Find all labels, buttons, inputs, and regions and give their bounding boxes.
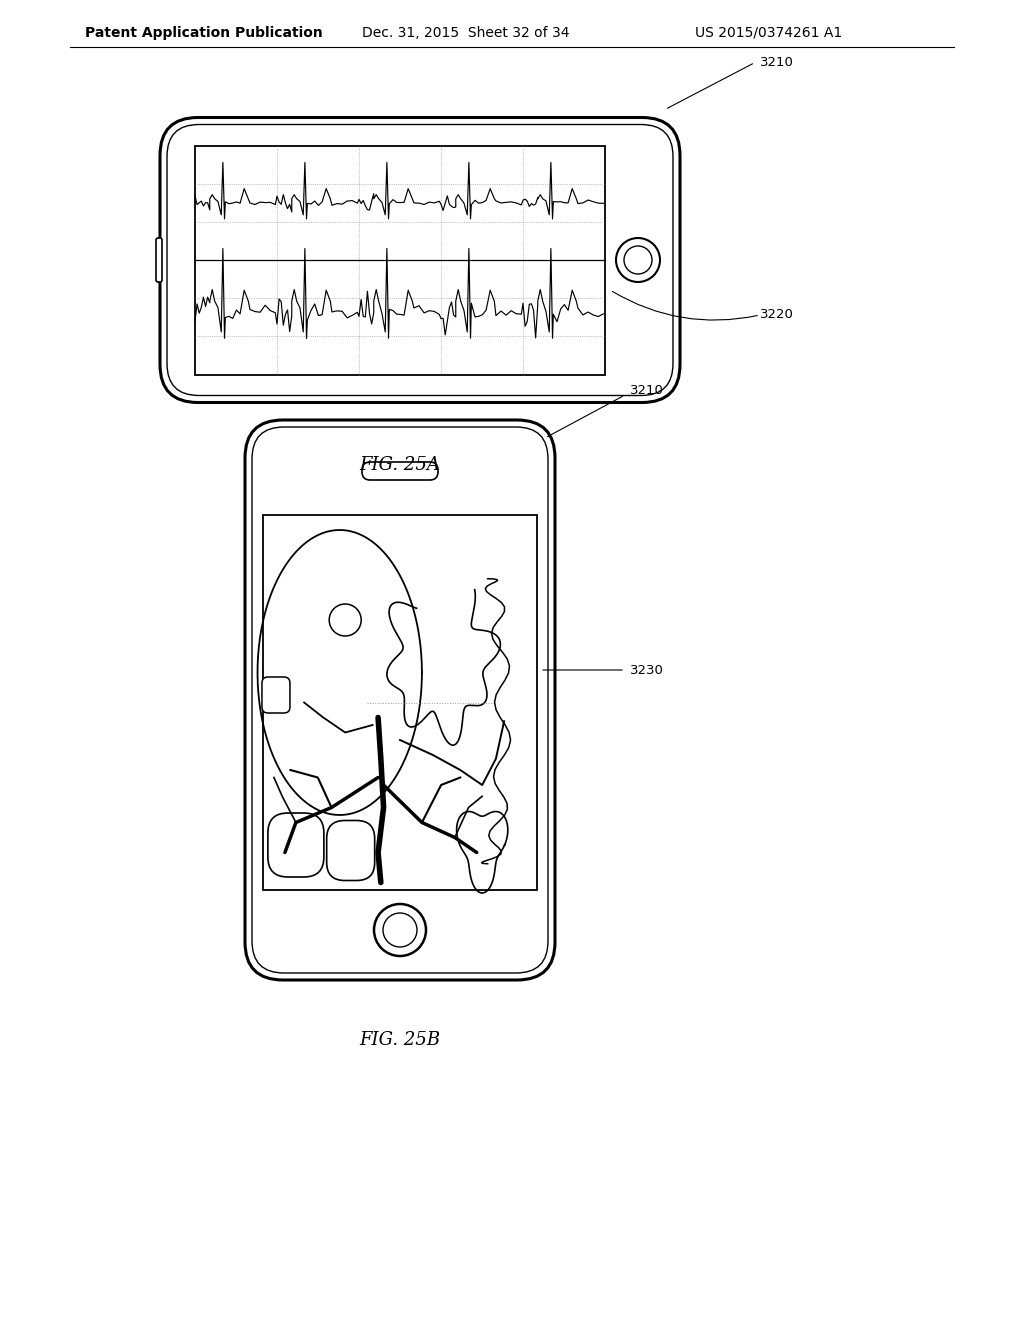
Text: US 2015/0374261 A1: US 2015/0374261 A1	[695, 26, 843, 40]
FancyBboxPatch shape	[327, 821, 375, 880]
Circle shape	[335, 610, 355, 630]
Text: 3210: 3210	[760, 55, 794, 69]
Text: Patent Application Publication: Patent Application Publication	[85, 26, 323, 40]
FancyBboxPatch shape	[245, 420, 555, 979]
Text: 3210: 3210	[630, 384, 664, 396]
Circle shape	[374, 904, 426, 956]
Circle shape	[329, 605, 361, 636]
Text: 3230: 3230	[630, 664, 664, 676]
Text: FIG. 25A: FIG. 25A	[359, 455, 440, 474]
Circle shape	[616, 238, 660, 282]
FancyBboxPatch shape	[156, 238, 162, 282]
FancyBboxPatch shape	[362, 462, 438, 480]
FancyBboxPatch shape	[252, 426, 548, 973]
Bar	[263, 515, 537, 890]
FancyBboxPatch shape	[160, 117, 680, 403]
Circle shape	[383, 913, 417, 946]
Circle shape	[624, 246, 652, 275]
Text: FIG. 25B: FIG. 25B	[359, 1031, 440, 1049]
FancyBboxPatch shape	[167, 124, 673, 396]
Text: Dec. 31, 2015  Sheet 32 of 34: Dec. 31, 2015 Sheet 32 of 34	[362, 26, 569, 40]
FancyBboxPatch shape	[268, 813, 324, 876]
FancyBboxPatch shape	[262, 677, 290, 713]
Bar	[195, 145, 605, 375]
Text: 3220: 3220	[760, 309, 794, 322]
